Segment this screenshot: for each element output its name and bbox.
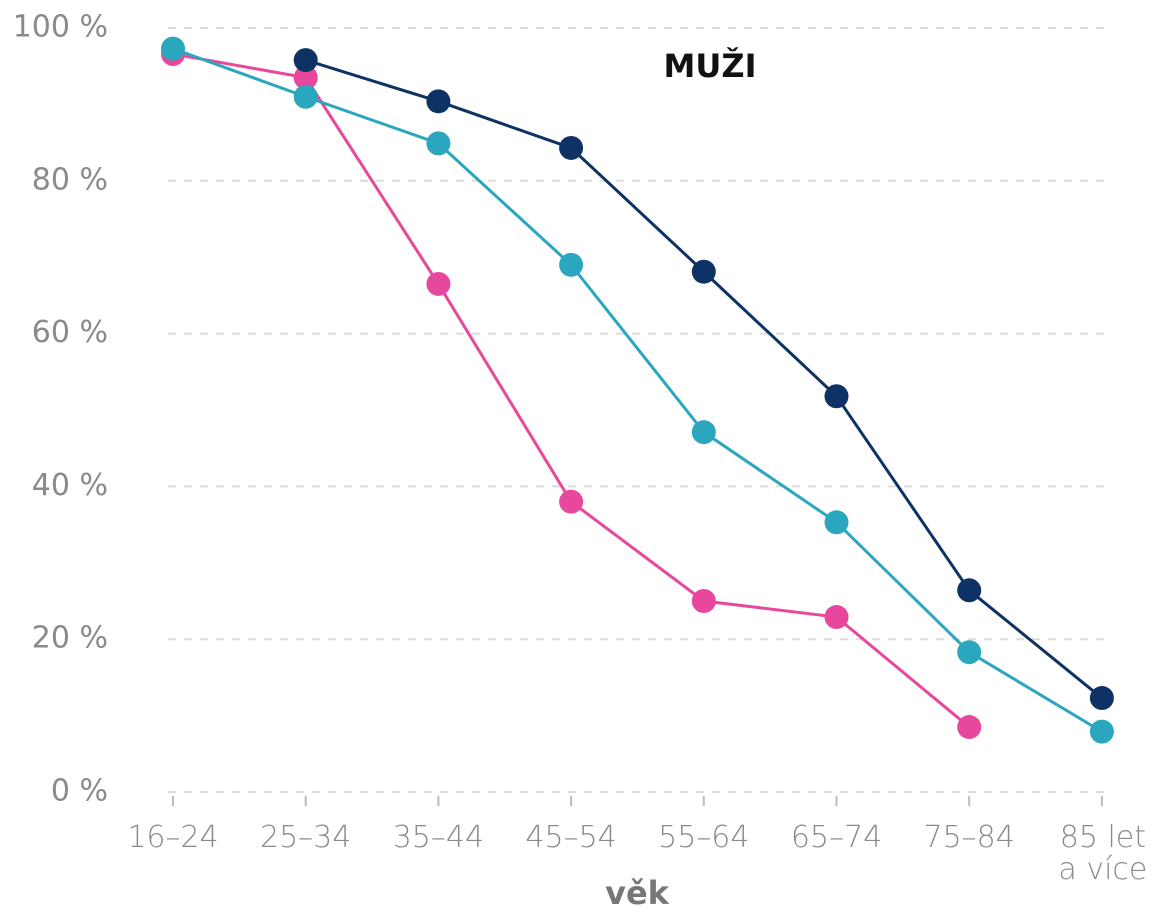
y-tick-label: 60 % xyxy=(32,315,108,350)
x-tick-label: 35–44 xyxy=(392,820,485,855)
y-tick-label: 0 % xyxy=(51,774,108,809)
y-tick-label: 20 % xyxy=(32,621,108,656)
data-point xyxy=(293,65,318,90)
x-tick-label: 75–84 xyxy=(923,820,1015,855)
data-point xyxy=(293,48,318,73)
data-point xyxy=(559,135,584,160)
data-point xyxy=(957,640,982,665)
chart-title: MUŽI xyxy=(664,47,757,85)
data-point xyxy=(957,715,982,740)
data-point xyxy=(824,384,849,409)
data-point xyxy=(161,36,185,61)
y-tick-label: 40 % xyxy=(32,468,108,503)
x-tick-label: 55–64 xyxy=(658,820,750,855)
series-line xyxy=(172,47,1103,733)
x-tick-label: 16–24 xyxy=(127,820,219,855)
data-point xyxy=(691,589,716,613)
data-point xyxy=(559,489,584,514)
data-point xyxy=(824,510,849,535)
x-tick-label: 25–34 xyxy=(260,820,352,855)
data-point xyxy=(824,605,849,630)
data-point xyxy=(426,271,451,296)
data-point xyxy=(957,578,982,603)
data-point xyxy=(691,420,716,445)
data-point xyxy=(1089,686,1114,711)
data-point xyxy=(426,89,451,114)
data-point xyxy=(293,84,318,109)
y-tick-label: 100 % xyxy=(13,10,108,45)
data-point xyxy=(1089,719,1114,744)
data-point xyxy=(426,131,451,156)
y-tick-label: 80 % xyxy=(32,162,108,197)
data-point xyxy=(559,252,584,277)
x-axis-label: věk xyxy=(605,874,670,912)
x-tick-label: 65–74 xyxy=(790,820,883,855)
x-tick-label: 85 let a více xyxy=(1058,820,1148,887)
x-tick-label: 45–54 xyxy=(525,820,617,855)
data-point xyxy=(691,259,716,284)
